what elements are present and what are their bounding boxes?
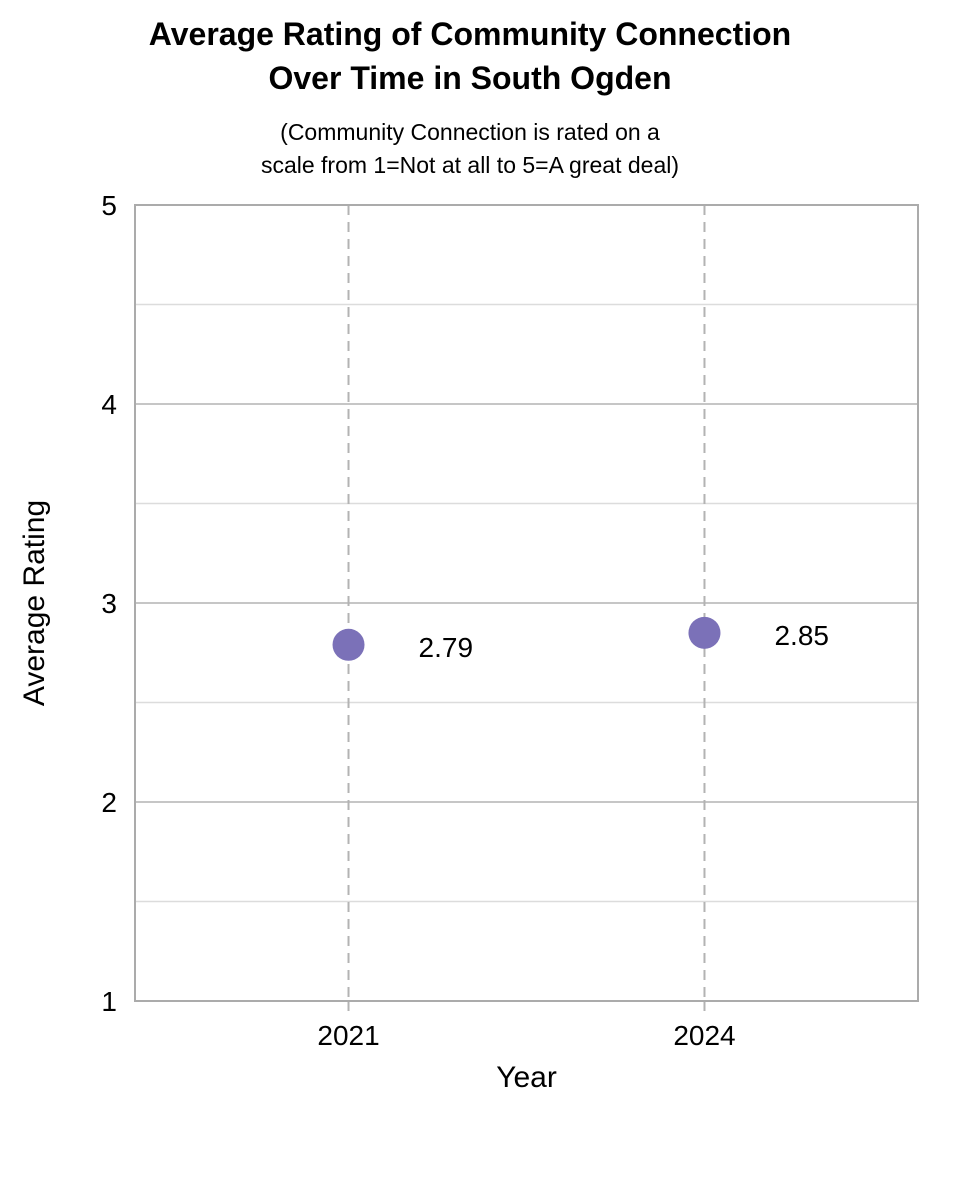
chart-subtitle: (Community Connection is rated on a scal…	[0, 116, 940, 182]
y-tick-label: 2	[101, 787, 117, 818]
plot-border	[134, 204, 919, 1002]
data-point	[332, 628, 365, 661]
y-tick-label: 1	[101, 986, 117, 1017]
data-point-label: 2.85	[774, 620, 829, 651]
chart-title: Average Rating of Community Connection O…	[0, 12, 940, 100]
y-tick-label: 5	[101, 190, 117, 221]
chart-subtitle-line2: scale from 1=Not at all to 5=A great dea…	[260, 152, 680, 178]
data-point-label: 2.79	[419, 632, 474, 663]
y-tick-label: 3	[101, 588, 117, 619]
y-tick-label: 4	[101, 389, 117, 420]
chart-title-line2: Over Time in South Ogden	[268, 60, 672, 96]
x-axis-title: Year	[496, 1061, 557, 1094]
x-tick-label: 2024	[673, 1020, 735, 1051]
chart-title-line1: Average Rating of Community Connection	[148, 16, 792, 52]
x-tick-label: 2021	[317, 1020, 379, 1051]
y-axis-title: Average Rating	[18, 500, 51, 706]
data-point	[688, 616, 721, 649]
chart-subtitle-line1: (Community Connection is rated on a	[280, 119, 660, 145]
